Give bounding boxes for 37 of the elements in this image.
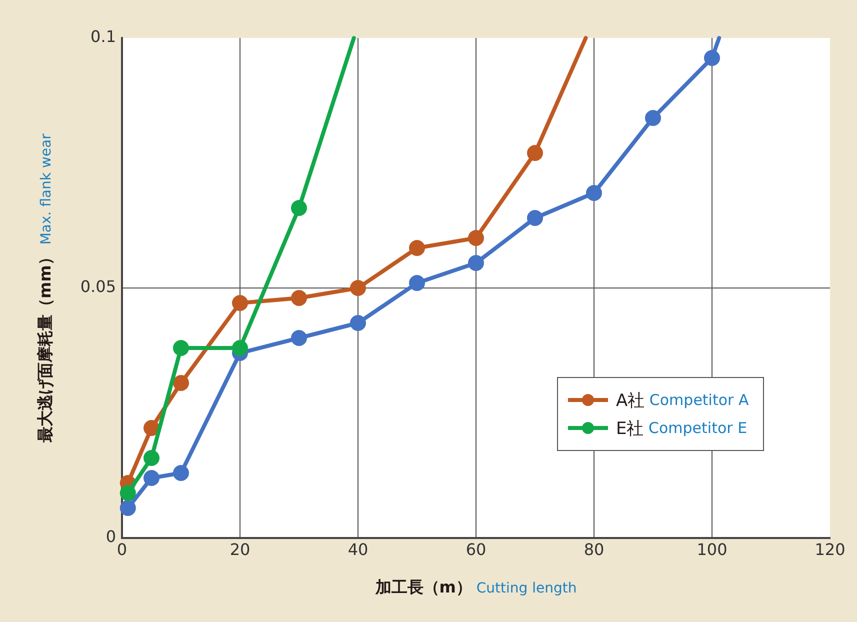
y-tick-label: 0.05 (80, 277, 116, 296)
point (232, 295, 248, 311)
point (120, 500, 136, 516)
point (120, 485, 136, 501)
point (232, 340, 248, 356)
point (527, 145, 543, 161)
legend-label: E社 Competitor E (616, 418, 748, 440)
point (645, 110, 661, 126)
point (586, 185, 602, 201)
point (350, 315, 366, 331)
x-tick-label: 40 (348, 540, 368, 559)
x-tick-label: 80 (584, 540, 604, 559)
x-tick-label: 60 (466, 540, 486, 559)
point (704, 50, 720, 66)
y-tick-label: 0 (106, 527, 116, 546)
point (144, 450, 160, 466)
x-tick-label: 120 (814, 540, 846, 559)
point (409, 240, 425, 256)
legend-label: A社 Competitor A (616, 390, 749, 412)
x-axis-title: 加工長（m）Cutting length (375, 578, 577, 596)
y-axis-title: 最大逃げ面摩耗量（mm）Max. flank wear (36, 134, 54, 442)
x-tick-label: 20 (230, 540, 250, 559)
point (468, 230, 484, 246)
point (291, 200, 307, 216)
point (527, 210, 543, 226)
point (173, 375, 189, 391)
y-tick-label: 0.1 (90, 27, 116, 46)
point (144, 470, 160, 486)
point (350, 280, 366, 296)
point (173, 465, 189, 481)
x-tick-label: 100 (696, 540, 728, 559)
point (144, 420, 160, 436)
point (291, 330, 307, 346)
point (409, 275, 425, 291)
point (468, 255, 484, 271)
point (173, 340, 189, 356)
point (291, 290, 307, 306)
